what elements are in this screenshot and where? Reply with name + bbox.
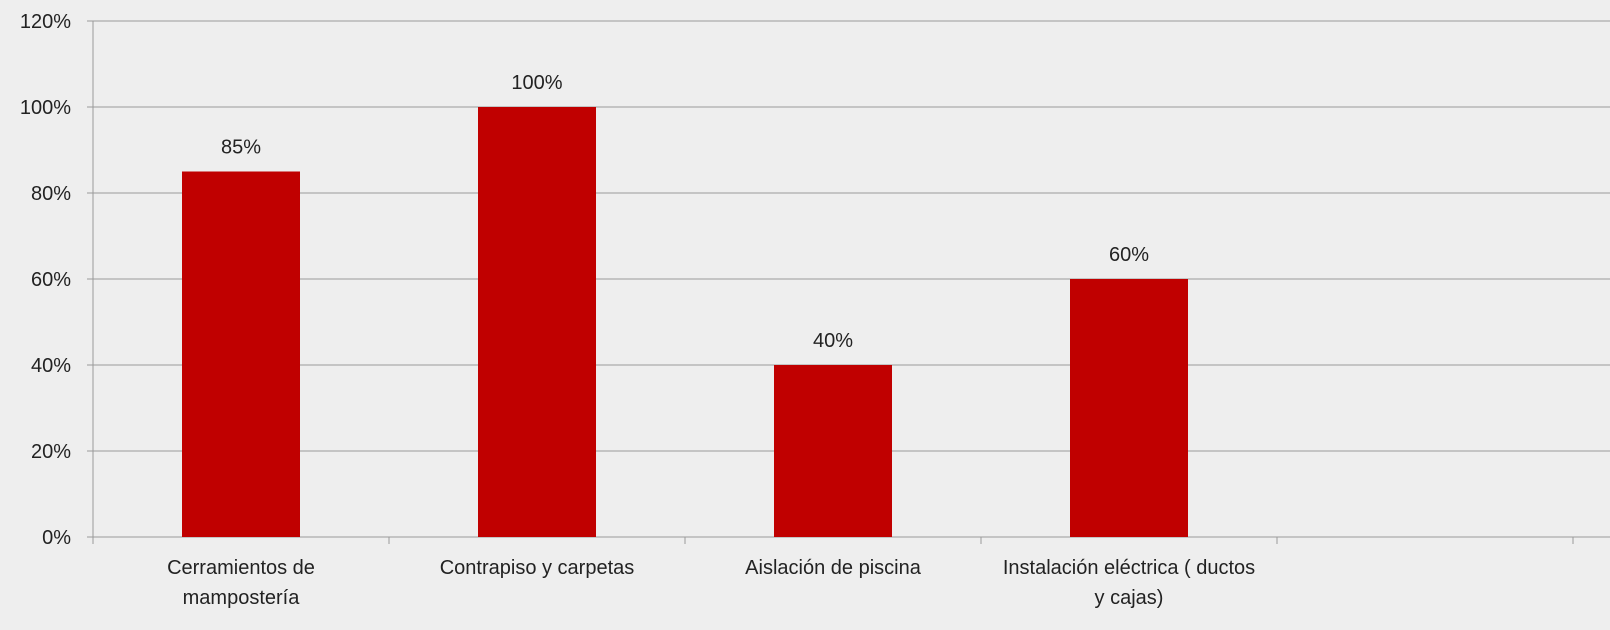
bar <box>182 171 300 537</box>
x-tick-label: Cerramientos de mampostería <box>167 557 315 609</box>
bar <box>1070 279 1188 537</box>
x-tick-label: Aislación de piscina <box>745 557 922 579</box>
category-labels: Cerramientos de mampostería Contrapiso y c… <box>167 557 1255 609</box>
data-label: 60% <box>1109 244 1149 266</box>
y-tick-label: 80% <box>31 183 71 205</box>
data-labels: 85% 100% 40% 60% <box>221 72 1149 352</box>
y-tick-label: 0% <box>42 527 71 549</box>
y-tick-label: 40% <box>31 355 71 377</box>
x-tick-label: Instalación eléctrica ( ductos y cajas) <box>1003 557 1255 609</box>
x-tick-label: Contrapiso y carpetas <box>440 557 635 579</box>
data-label: 40% <box>813 330 853 352</box>
bar <box>478 107 596 537</box>
y-tick-label: 120% <box>20 11 71 33</box>
y-tick-label: 100% <box>20 97 71 119</box>
y-tick-label: 20% <box>31 441 71 463</box>
bar <box>774 365 892 537</box>
y-tick-label: 60% <box>31 269 71 291</box>
bars <box>182 107 1188 537</box>
data-label: 85% <box>221 137 261 159</box>
y-axis: 0% 20% 40% 60% 80% 100% 120% <box>20 11 93 549</box>
data-label: 100% <box>511 72 562 94</box>
